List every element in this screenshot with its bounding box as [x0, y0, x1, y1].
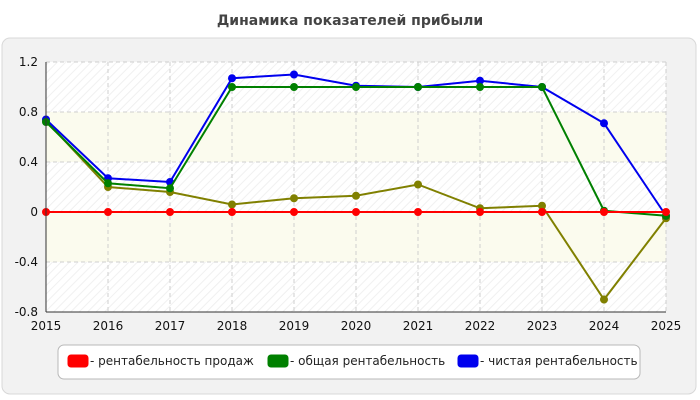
legend: - рентабельность продаж - общая рентабель… — [57, 344, 641, 380]
y-tick-label: -0.4 — [15, 255, 38, 269]
x-tick-label: 2024 — [589, 319, 620, 333]
y-tick-label: -0.8 — [15, 305, 38, 319]
legend-swatch — [67, 354, 89, 368]
legend-label: - рентабельность продаж — [90, 354, 254, 368]
data-point — [290, 70, 298, 79]
data-point — [600, 119, 608, 128]
chart-title: Динамика показателей прибыли — [217, 13, 483, 29]
x-tick-label: 2020 — [341, 319, 372, 333]
data-point — [600, 208, 608, 216]
x-tick-label: 2015 — [31, 319, 62, 333]
x-tick-label: 2018 — [217, 319, 248, 333]
legend-swatch — [267, 354, 289, 368]
data-point — [476, 208, 484, 216]
data-point — [600, 295, 608, 304]
data-point — [538, 208, 546, 216]
data-point — [228, 74, 236, 83]
data-point — [352, 83, 360, 91]
data-point — [538, 83, 546, 91]
data-point — [662, 208, 670, 216]
x-tick-label: 2017 — [155, 319, 186, 333]
legend-label: - чистая рентабельность — [480, 354, 638, 368]
data-point — [290, 208, 298, 216]
data-point — [352, 191, 360, 200]
data-point — [228, 208, 236, 216]
y-tick-label: 0.4 — [19, 155, 38, 169]
data-point — [414, 208, 422, 216]
x-tick-label: 2023 — [527, 319, 558, 333]
x-tick-label: 2021 — [403, 319, 434, 333]
y-tick-label: 0 — [30, 205, 38, 219]
data-point — [476, 83, 484, 91]
x-tick-label: 2022 — [465, 319, 496, 333]
data-point — [104, 208, 112, 216]
x-tick-label: 2016 — [93, 319, 124, 333]
series-layer — [42, 70, 670, 304]
legend-box — [57, 344, 641, 380]
data-point — [352, 208, 360, 216]
legend-label: - общая рентабельность — [290, 354, 445, 368]
data-point — [414, 83, 422, 91]
legend-swatch — [457, 354, 479, 368]
y-tick-label: 0.8 — [19, 105, 38, 119]
data-point — [290, 83, 298, 91]
x-tick-label: 2025 — [651, 319, 682, 333]
data-point — [290, 194, 298, 203]
data-point — [414, 180, 422, 189]
data-point — [228, 200, 236, 209]
data-point — [166, 208, 174, 216]
data-point — [166, 184, 174, 193]
data-point — [228, 83, 236, 91]
data-point — [104, 179, 112, 188]
x-tick-label: 2019 — [279, 319, 310, 333]
y-tick-label: 1.2 — [19, 55, 38, 69]
